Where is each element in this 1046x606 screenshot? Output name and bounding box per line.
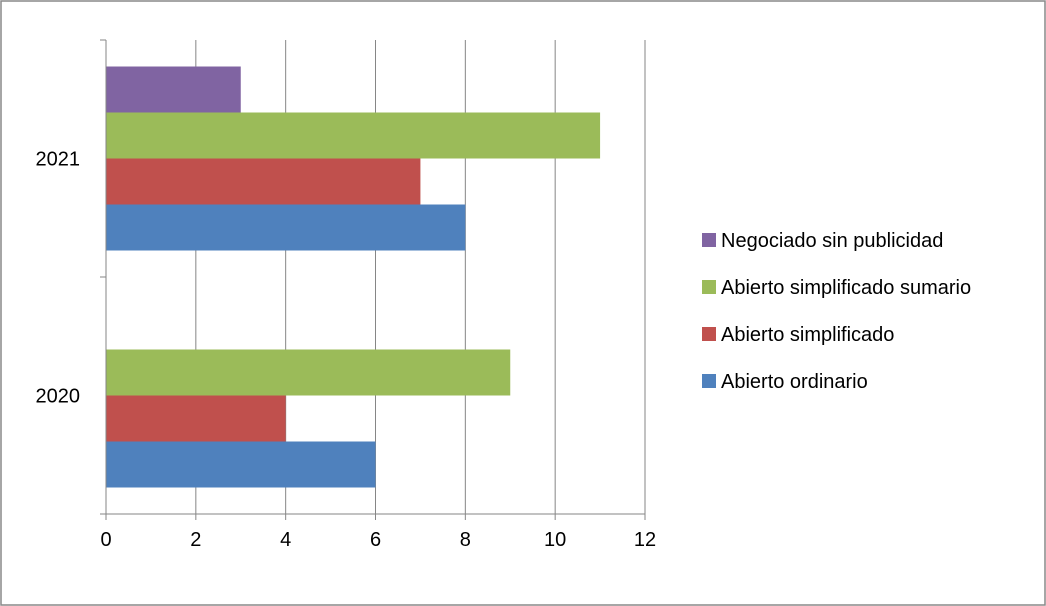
x-tick-label-12: 12 <box>634 529 656 551</box>
legend-label-negociado-sin-publicidad: Negociado sin publicidad <box>721 230 943 252</box>
x-tick-label-4: 4 <box>280 529 291 551</box>
bar-2021-abierto-ordinario <box>106 204 466 251</box>
category-label-2020: 2020 <box>36 386 81 408</box>
legend: Negociado sin publicidad Abierto simplifi… <box>702 230 971 393</box>
bar-2021-negociado-sin-publicidad <box>106 66 241 113</box>
bars <box>106 66 601 488</box>
x-tick-label-10: 10 <box>544 529 566 551</box>
bar-2021-abierto-simplificado-sumario <box>106 112 601 159</box>
bar-2021-abierto-simplificado <box>106 158 421 205</box>
category-label-2021: 2021 <box>36 149 81 171</box>
legend-swatch-abierto-ordinario <box>702 374 716 388</box>
legend-label-abierto-simplificado: Abierto simplificado <box>721 324 894 346</box>
legend-swatch-negociado-sin-publicidad <box>702 233 716 247</box>
legend-label-abierto-simplificado-sumario: Abierto simplificado sumario <box>721 277 971 299</box>
x-tick-label-6: 6 <box>370 529 381 551</box>
bar-2020-abierto-ordinario <box>106 441 376 488</box>
x-tick-label-2: 2 <box>190 529 201 551</box>
bar-2020-abierto-simplificado <box>106 395 286 442</box>
x-tick-label-0: 0 <box>100 529 111 551</box>
legend-swatch-abierto-simplificado <box>702 327 716 341</box>
bar-2020-abierto-simplificado-sumario <box>106 349 511 396</box>
legend-swatch-abierto-simplificado-sumario <box>702 280 716 294</box>
axes: 2020 2021 0 2 4 6 8 10 12 <box>36 39 656 551</box>
x-tick-label-8: 8 <box>460 529 471 551</box>
legend-label-abierto-ordinario: Abierto ordinario <box>721 371 868 393</box>
